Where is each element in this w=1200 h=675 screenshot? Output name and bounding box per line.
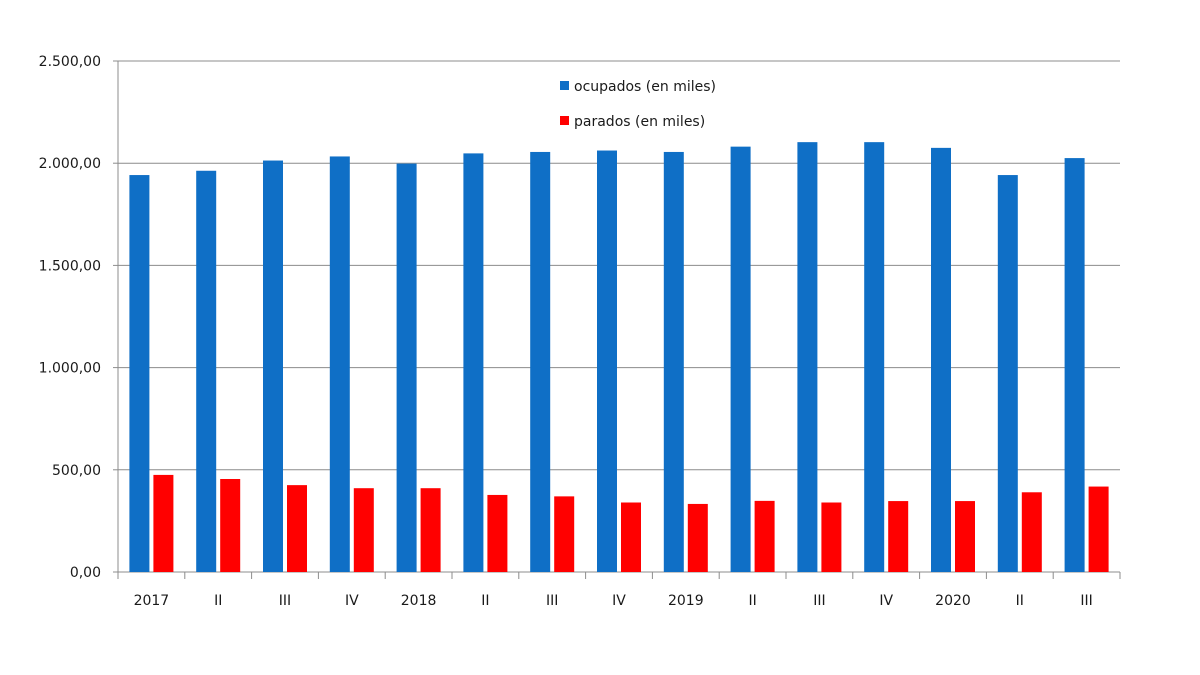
x-tick-label: III [279,593,291,609]
bar-ocupados [597,150,617,572]
bar-ocupados [129,175,150,572]
bar-parados [153,474,174,572]
y-tick-label: 500,00 [52,463,101,479]
bar-ocupados [530,151,551,572]
bar-parados [487,494,508,572]
bar-ocupados [997,175,1018,572]
bar-parados [1088,486,1109,572]
bar-ocupados [864,142,885,573]
bar-parados [687,503,708,572]
bar-ocupados [329,156,350,572]
bar-parados [287,485,307,572]
bar-ocupados [730,146,751,572]
x-tick-label: II [1016,593,1024,609]
bar-parados [821,502,842,572]
bars [129,142,1109,573]
x-tick-label: 2020 [935,593,971,609]
bar-parados [888,501,909,572]
bar-parados [420,488,441,572]
x-tick-label: III [1080,593,1092,609]
bar-ocupados [196,170,217,572]
x-tick-label: IV [879,593,893,609]
legend-swatch-ocupados [560,81,569,90]
bar-ocupados [797,142,818,573]
bar-ocupados [1064,158,1085,572]
legend-swatch-parados [560,116,569,125]
bar-ocupados [263,160,283,573]
x-tick-label: 2019 [668,593,704,609]
bar-parados [955,501,975,572]
y-tick-label: 0,00 [70,565,101,581]
x-tick-label: 2018 [401,593,437,609]
x-tick-label: II [214,593,222,609]
y-tick-label: 2.000,00 [39,156,101,172]
x-tick-label: II [481,593,489,609]
y-axis-labels: 0,00 500,00 1.000,00 1.500,00 2.000,00 2.500,… [39,54,101,581]
bar-ocupados [931,147,951,572]
bar-ocupados [463,153,484,572]
bar-parados [621,502,641,572]
y-tick-label: 1.000,00 [39,361,101,377]
y-tick-label: 2.500,00 [39,54,101,70]
x-tick-label: III [813,593,825,609]
gridlines [118,60,1120,471]
y-tick-label: 1.500,00 [39,258,101,274]
x-axis-labels: 2017 II III IV 2018 II III IV 2019 II III IV 2020 II I… [134,593,1093,609]
legend: ocupados (en miles) parados (en miles) [560,79,716,130]
bar-parados [353,488,374,572]
bar-parados [554,496,575,572]
bar-parados [1021,492,1042,572]
bar-parados [754,500,775,572]
x-tick-label: IV [345,593,359,609]
bar-parados [220,478,241,572]
bar-ocupados [396,163,417,572]
bar-ocupados [663,151,684,572]
x-tick-label: III [546,593,558,609]
x-tick-label: IV [612,593,626,609]
x-tick-label: II [748,593,756,609]
legend-label-parados: parados (en miles) [574,114,705,130]
legend-label-ocupados: ocupados (en miles) [574,79,716,95]
axes [113,60,1121,579]
x-tick-label: 2017 [134,593,170,609]
